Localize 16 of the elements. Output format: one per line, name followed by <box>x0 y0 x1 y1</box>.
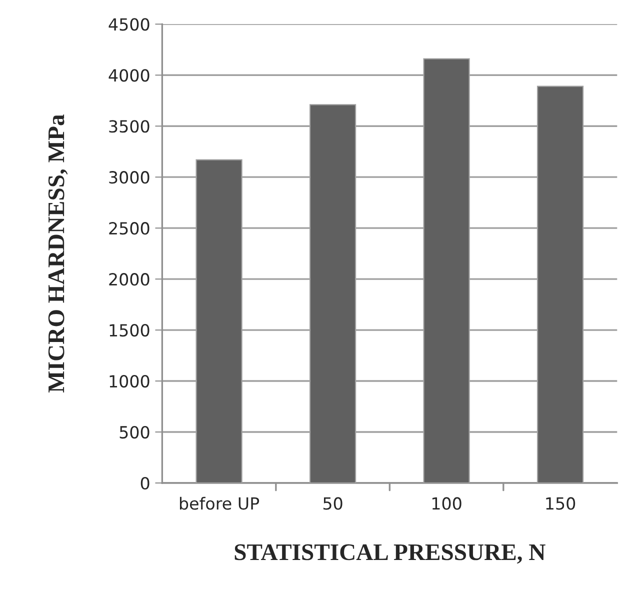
y-tick-label: 4500 <box>108 18 150 31</box>
x-tick-label: 100 <box>432 497 462 510</box>
y-tick-label: 2500 <box>109 222 150 235</box>
y-tick-label: 2000 <box>109 273 150 286</box>
x-tick-label: before UP <box>180 496 260 510</box>
x-tick-label: 50 <box>323 497 342 510</box>
y-tick-label: 3000 <box>109 171 150 184</box>
y-tick-label: 4000 <box>108 69 150 82</box>
y-axis-title: MICRO HARDNESS, MPa <box>48 114 68 393</box>
x-axis-title: STATISTICAL PRESSURE, N <box>234 544 546 564</box>
x-tick-label: 150 <box>546 497 576 510</box>
y-tick-label: 500 <box>120 426 150 439</box>
y-tick-label: 0 <box>140 476 150 490</box>
y-tick-label: 1500 <box>110 324 150 337</box>
y-tick-label: 1000 <box>110 374 150 388</box>
y-tick-label: 3500 <box>109 120 150 133</box>
